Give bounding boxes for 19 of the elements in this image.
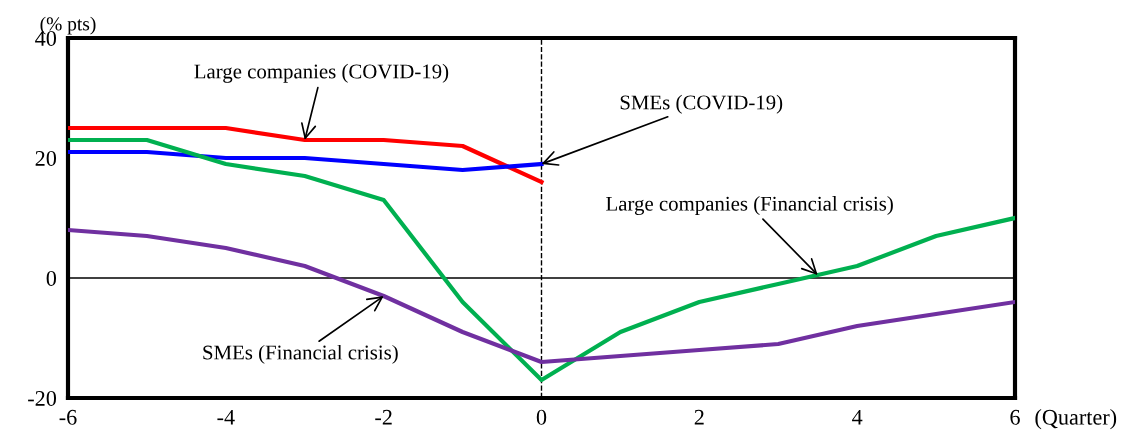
- x-tick-label: 0: [536, 409, 547, 425]
- annotation: SMEs (Financial crisis): [203, 344, 398, 364]
- annotation: Large companies (COVID-19): [194, 63, 449, 83]
- line-series: [68, 149, 544, 173]
- y-tick-label: -20: [28, 390, 57, 406]
- x-tick-label: 6: [1010, 409, 1020, 425]
- line-series: [68, 137, 1015, 383]
- x-tick-label: 2: [694, 409, 704, 425]
- annotation: SMEs (COVID-19): [620, 94, 783, 114]
- x-axis-title: (Quarter): [1035, 409, 1117, 430]
- x-tick-label: -6: [59, 409, 77, 425]
- y-tick-label: 0: [46, 270, 57, 286]
- y-tick-label: 20: [35, 150, 57, 166]
- annotation: Large companies (Financial crisis): [606, 196, 893, 216]
- line-series: [68, 227, 1015, 365]
- line-series: [68, 125, 544, 185]
- x-tick-label: 4: [852, 409, 863, 425]
- x-tick-label: -4: [217, 409, 235, 425]
- x-tick-label: -2: [375, 409, 392, 425]
